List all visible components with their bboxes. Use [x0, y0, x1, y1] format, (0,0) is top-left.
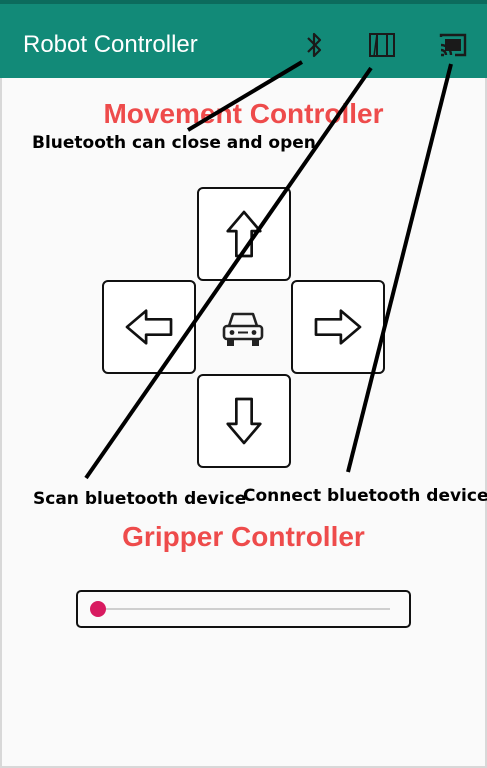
arrow-left-icon: [125, 309, 173, 345]
slider-thumb[interactable]: [90, 601, 106, 617]
arrow-right-icon: [314, 309, 362, 345]
app-title: Robot Controller: [23, 31, 198, 58]
scan-annotation: Scan bluetooth device: [33, 489, 247, 509]
slider-track: [98, 608, 390, 610]
movement-controller-title: Movement Controller: [103, 98, 384, 129]
cast-connect-icon[interactable]: [436, 28, 470, 62]
car-icon: [218, 306, 268, 350]
gripper-controller-title: Gripper Controller: [122, 521, 365, 552]
app-toolbar: Robot Controller: [0, 0, 487, 78]
arrow-down-icon: [226, 397, 262, 445]
scan-devices-icon[interactable]: [365, 28, 399, 62]
forward-button[interactable]: [197, 187, 291, 281]
arrow-up-icon: [226, 210, 262, 258]
bluetooth-icon[interactable]: [297, 28, 331, 62]
bluetooth-annotation: Bluetooth can close and open: [32, 133, 316, 153]
gripper-slider[interactable]: [76, 590, 411, 628]
connect-annotation: Connect bluetooth device: [243, 486, 487, 506]
right-button[interactable]: [291, 280, 385, 374]
left-button[interactable]: [102, 280, 196, 374]
backward-button[interactable]: [197, 374, 291, 468]
